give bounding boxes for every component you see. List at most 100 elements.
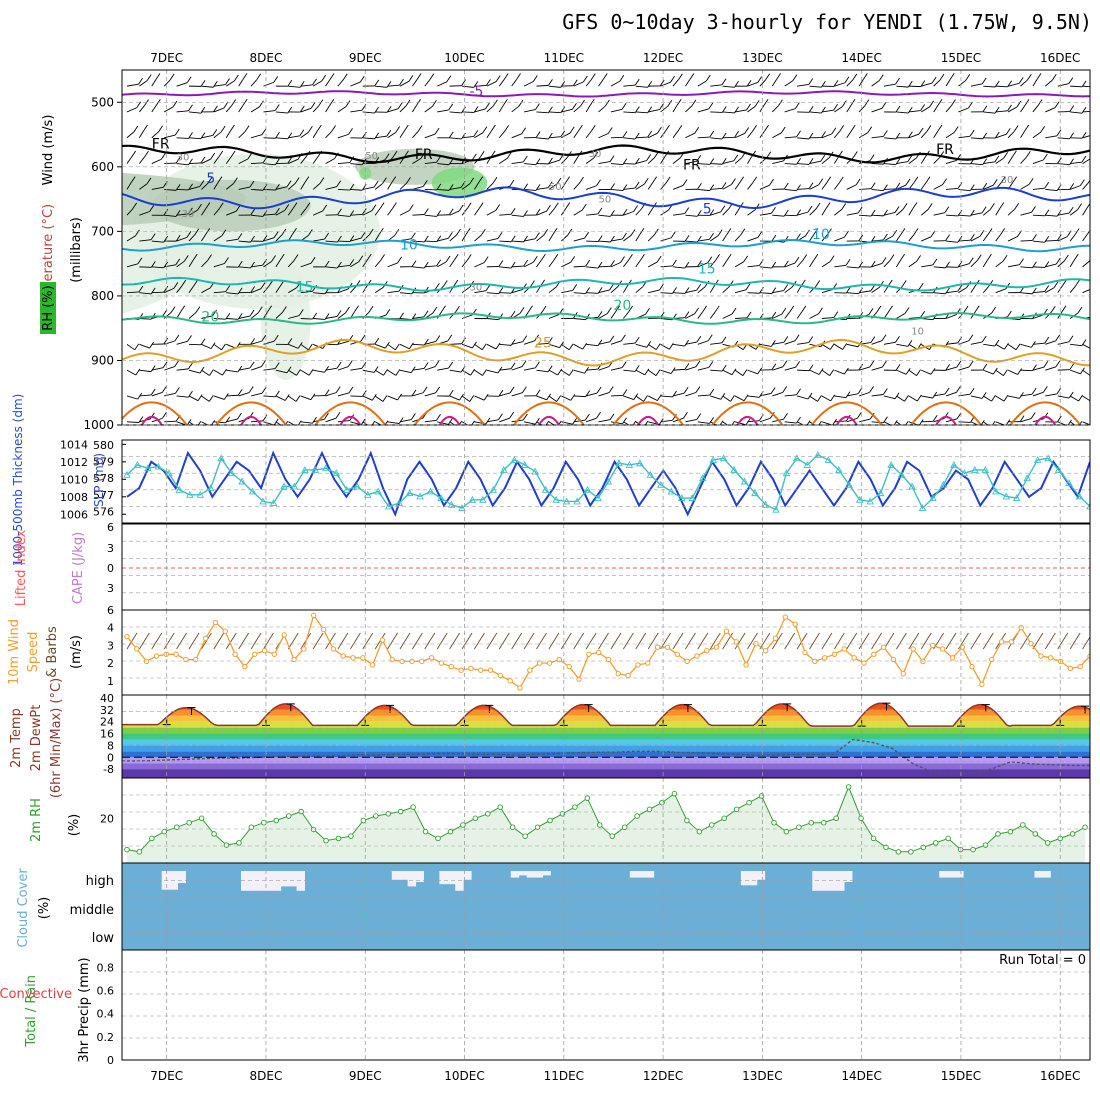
rh2m-marker <box>870 835 877 842</box>
wind-barb-flag <box>310 102 316 109</box>
wind-barb-flag <box>316 124 322 132</box>
isotherm-label: 15 <box>296 279 314 295</box>
rh2m-marker <box>820 819 827 826</box>
barb-10m <box>672 632 684 650</box>
wind-barb <box>734 421 747 425</box>
wind-barb <box>213 369 223 376</box>
wind-barb-flag <box>608 386 614 393</box>
wind-barb-flag <box>931 76 937 84</box>
wind-barb-flag <box>951 99 956 106</box>
barb-10m <box>771 632 783 650</box>
wind-barb <box>697 163 710 165</box>
wind-barb-flag <box>417 125 423 132</box>
dewpoint-line <box>122 738 1090 775</box>
wind-barb-flag <box>1030 412 1036 419</box>
wind-barb <box>412 79 418 87</box>
wind-barb-flag <box>565 176 570 183</box>
wind-barb-flag <box>535 131 541 138</box>
wind-speed-marker <box>1008 639 1015 645</box>
wind-barb <box>946 188 958 190</box>
wind-barb-flag <box>930 368 936 375</box>
wind-barb <box>461 260 468 268</box>
wind-barb <box>573 182 580 190</box>
wind-barb-flag <box>394 229 400 236</box>
wind-barb <box>921 395 933 399</box>
wind-barb <box>710 187 723 190</box>
wind-barb <box>1007 106 1018 113</box>
wind-speed-marker <box>605 656 612 663</box>
wind-barb <box>300 156 307 164</box>
wind-speed-marker <box>556 656 563 663</box>
rh2m-marker <box>223 842 230 848</box>
wind-speed-marker <box>821 655 828 661</box>
wind-barb-flag <box>434 127 440 135</box>
thickness-marker <box>405 489 414 497</box>
wind-barb-flag <box>392 150 398 158</box>
wind-barb-flag <box>944 387 950 395</box>
wind-barb <box>312 80 322 87</box>
wind-barb <box>709 285 715 293</box>
wind-barb <box>126 369 137 376</box>
wind-barb-flag <box>1004 342 1009 350</box>
wind-barb-flag <box>596 386 602 394</box>
wind-barb <box>734 395 745 402</box>
ylabel-precip: 3hr Precip (mm) <box>77 957 92 1062</box>
wind-barb-flag <box>1086 202 1090 209</box>
wind-barb <box>325 367 338 371</box>
wind-barb <box>350 163 363 166</box>
barb-10m <box>1069 632 1081 650</box>
wind-barb <box>660 209 669 216</box>
wind-barb <box>784 163 797 165</box>
ylabel-rh: RH (%) <box>41 285 56 330</box>
wind-barb-flag <box>172 100 178 108</box>
wind-barb-flag <box>260 282 266 289</box>
wind-speed-marker <box>212 619 219 626</box>
wind-barb-flag <box>556 395 562 402</box>
ylabel-wind: Wind (m/s) <box>41 115 56 186</box>
wind-barb <box>387 182 393 190</box>
wind-barb-flag <box>743 394 749 401</box>
wind-barb <box>573 156 579 164</box>
wind-barb <box>1008 264 1020 268</box>
rh-label: 50 <box>549 182 562 193</box>
wind-barb <box>585 185 597 190</box>
barb-10m <box>399 632 411 650</box>
wind-barb <box>511 240 524 243</box>
wind-barb <box>834 395 847 399</box>
wind-barb-flag <box>1031 387 1037 395</box>
wind-barb <box>188 209 198 216</box>
wind-barb <box>1032 266 1045 268</box>
barb-10m <box>709 632 721 650</box>
wind-barb-flag <box>883 130 888 137</box>
wind-speed-marker <box>222 628 228 634</box>
wind-barb-flag <box>188 207 193 215</box>
wind-barb-flag <box>766 151 772 158</box>
temp-band <box>122 727 1090 734</box>
rh2m-marker <box>509 824 516 830</box>
wind-barb <box>449 395 460 401</box>
wind-barb <box>499 266 512 269</box>
cloud-gap <box>407 871 417 887</box>
wind-barb <box>437 421 449 425</box>
grid-slp <box>122 440 1090 523</box>
wind-barb <box>387 84 400 87</box>
wind-barb <box>337 106 347 113</box>
barb-10m <box>920 632 932 650</box>
temp-band <box>122 721 1090 728</box>
wind-barb <box>834 369 845 375</box>
wind-barb <box>660 237 672 242</box>
wind-barb-flag <box>495 204 501 211</box>
wind-barb-flag <box>1031 206 1036 213</box>
wind-barb-flag <box>483 393 489 401</box>
wind-barb <box>499 240 512 243</box>
wind10m-layer <box>124 612 1090 691</box>
wind-barb-flag <box>510 310 516 318</box>
rh2m-marker <box>771 819 777 826</box>
wind-barb <box>908 261 917 268</box>
rh2m-marker <box>970 846 976 853</box>
thickness-marker <box>855 495 864 503</box>
wind-barb-flag <box>195 306 201 313</box>
wind-barb <box>796 395 809 400</box>
wind-barb <box>225 183 234 190</box>
ylabel-10m-wind: 10m Wind <box>7 619 22 685</box>
